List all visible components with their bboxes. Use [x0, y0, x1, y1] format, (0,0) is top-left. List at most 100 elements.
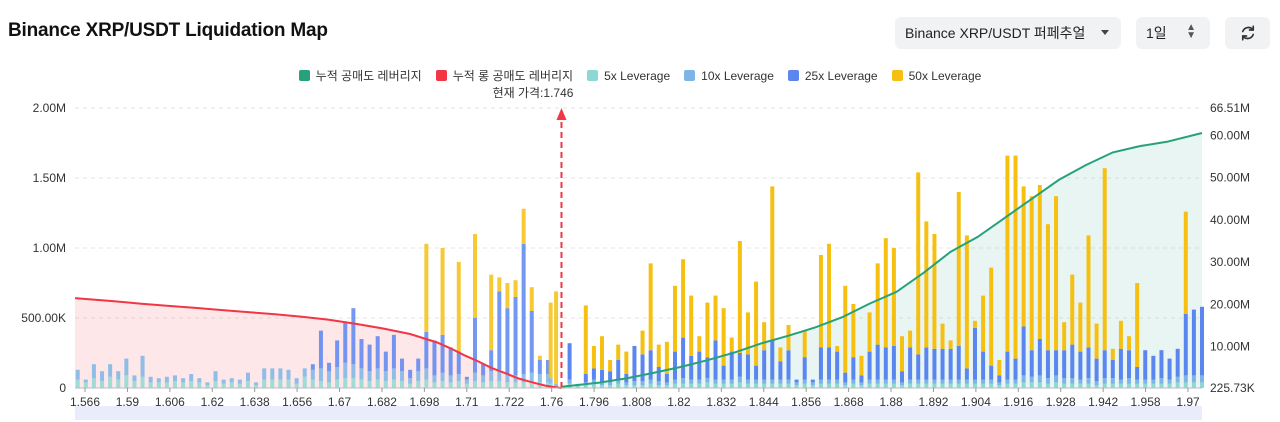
bar-l10	[567, 379, 572, 384]
x-tick-label: 1.71	[455, 395, 479, 409]
bar-l25	[956, 346, 961, 380]
bar-l5	[737, 382, 742, 388]
bar-l5	[1110, 383, 1115, 388]
bar-l50	[505, 283, 510, 309]
short-cumulative-line	[561, 132, 1203, 388]
bar-l25	[972, 327, 977, 380]
bar-l5	[343, 378, 348, 388]
bar-l25	[608, 371, 613, 383]
legend-long-cumulative[interactable]: 누적 롱 공매도 레버리지	[435, 67, 573, 84]
bar-l25	[591, 368, 596, 380]
bar-l50	[1013, 155, 1018, 359]
bar-l10	[624, 382, 629, 386]
bar-l25	[327, 362, 332, 372]
bar-l10	[148, 376, 153, 383]
bar-l50	[1135, 283, 1140, 367]
bar-l5	[391, 379, 396, 388]
bar-l5	[616, 383, 621, 388]
bar-l10	[802, 379, 807, 384]
bar-l5	[1102, 383, 1107, 388]
bar-l25	[432, 340, 437, 376]
bar-l50	[729, 337, 734, 352]
bar-l25	[1167, 358, 1172, 380]
bar-l5	[1159, 383, 1164, 388]
bar-l5	[1167, 383, 1172, 388]
bar-l10	[132, 375, 137, 381]
bar-l25	[859, 375, 864, 383]
short-cumulative-area	[561, 133, 1202, 388]
y-right-tick-label: 30.00M	[1210, 255, 1250, 269]
refresh-button[interactable]	[1225, 17, 1270, 49]
legend-10x[interactable]: 10x Leverage	[684, 67, 774, 84]
bar-l10	[1183, 375, 1188, 383]
y-left-tick-label: 1.00M	[33, 241, 66, 255]
bar-l10	[327, 371, 332, 383]
bar-l50	[843, 285, 848, 373]
bar-l25	[1151, 355, 1156, 380]
bar-l5	[124, 375, 129, 388]
bar-l10	[591, 379, 596, 383]
bar-l10	[989, 379, 994, 384]
legend-25x[interactable]: 25x Leverage	[787, 67, 878, 84]
bar-l25	[705, 357, 710, 379]
bar-l5	[140, 376, 145, 388]
bar-l10	[1094, 381, 1099, 386]
bar-l5	[1200, 382, 1204, 388]
bar-l50	[932, 234, 937, 349]
bar-l5	[1151, 383, 1156, 388]
bar-l10	[481, 375, 486, 383]
bar-l10	[778, 379, 783, 384]
bar-l5	[770, 383, 775, 388]
bar-l5	[754, 383, 759, 388]
pair-select[interactable]: Binance XRP/USDT 퍼페추얼	[895, 17, 1121, 49]
bar-l5	[981, 383, 986, 388]
x-tick-label: 1.67	[328, 395, 352, 409]
x-tick-label: 1.832	[706, 395, 736, 409]
bar-l5	[367, 381, 372, 388]
period-select[interactable]: 1일 ▲ ▼	[1136, 17, 1210, 49]
bar-l5	[697, 383, 702, 388]
bar-l5	[213, 381, 218, 388]
bar-l50	[713, 295, 718, 341]
bar-l25	[778, 361, 783, 380]
bar-l10	[1029, 376, 1034, 383]
bar-l50	[948, 340, 953, 349]
y-left-tick-label: 0	[59, 381, 66, 395]
bar-l25	[600, 369, 605, 383]
bar-l50	[1029, 196, 1034, 351]
legend-short-cumulative[interactable]: 누적 공매도 레버리지	[298, 67, 422, 84]
bar-l25	[648, 350, 653, 380]
bar-l25	[1054, 350, 1059, 376]
bar-l10	[737, 376, 742, 383]
bar-l10	[1062, 378, 1067, 384]
bar-l10	[997, 382, 1002, 386]
bar-l10	[124, 358, 129, 376]
legend-5x[interactable]: 5x Leverage	[587, 67, 670, 84]
bar-l10	[302, 368, 307, 377]
range-slider[interactable]	[75, 406, 1202, 420]
bar-l50	[1037, 185, 1042, 339]
bar-l10	[521, 374, 526, 383]
bar-l10	[172, 375, 177, 381]
bar-l10	[786, 379, 791, 384]
bar-l5	[1054, 382, 1059, 388]
bar-l10	[270, 368, 275, 380]
bar-l5	[924, 383, 929, 388]
bar-l25	[729, 351, 734, 380]
bar-l10	[424, 368, 429, 380]
bar-l25	[335, 340, 340, 367]
bar-l10	[1191, 375, 1196, 383]
bar-l10	[448, 375, 453, 383]
bar-l10	[205, 382, 210, 386]
x-tick-label: 1.62	[201, 395, 225, 409]
bar-l10	[883, 379, 888, 384]
bar-l5	[432, 382, 437, 388]
bar-l5	[108, 376, 113, 388]
bar-l25	[964, 368, 969, 380]
legend-50x[interactable]: 50x Leverage	[891, 67, 981, 84]
bar-l25	[1159, 350, 1164, 379]
bar-l5	[270, 379, 275, 388]
bar-l25	[456, 351, 461, 374]
bar-l50	[818, 255, 823, 348]
